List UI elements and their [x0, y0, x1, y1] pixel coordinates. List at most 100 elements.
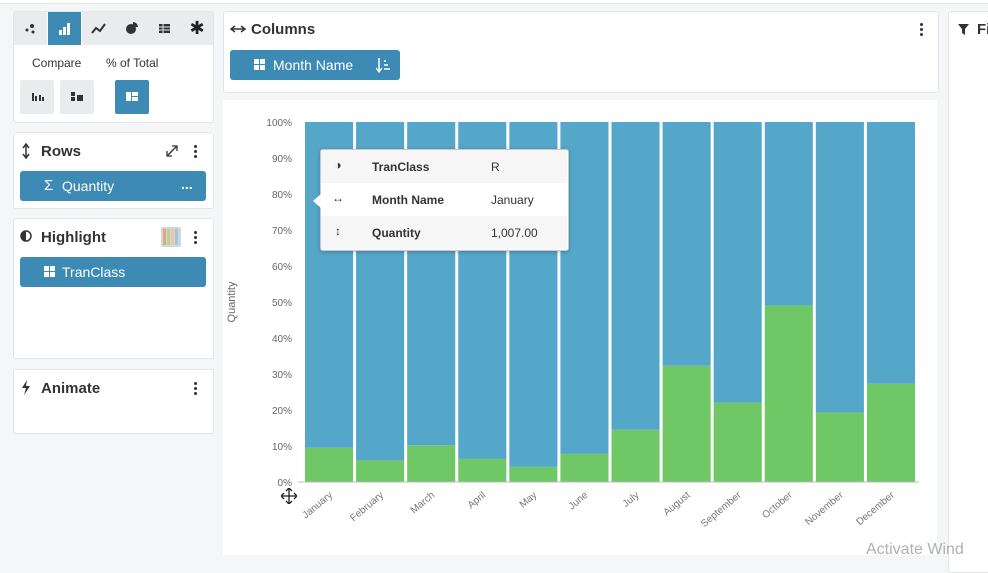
grid-icon [254, 59, 265, 70]
grouped-bars-button[interactable] [20, 80, 54, 114]
rows-menu-icon[interactable] [194, 145, 198, 159]
chart-type-panel: ✱ Compare % of Total [13, 11, 214, 123]
columns-menu-icon[interactable] [920, 23, 924, 37]
activate-windows-watermark: Activate Wind [866, 541, 964, 558]
animate-title: Animate [41, 380, 101, 397]
tranclass-pill-label: TranClass [62, 264, 126, 280]
tooltip-row-tranclass: ◑ TranClass R [321, 150, 567, 183]
top-border [0, 0, 988, 4]
rows-panel: Rows Σ Quantity ... [13, 132, 214, 209]
bar-segment [458, 458, 507, 482]
filters-title: Fi [977, 21, 988, 38]
y-tick-label: 30% [272, 370, 292, 381]
grid-icon [44, 266, 55, 277]
bar-segment [509, 466, 558, 482]
sort-ascending-icon[interactable] [376, 57, 390, 73]
animate-menu-icon[interactable] [194, 382, 198, 396]
bar-segment [866, 383, 915, 482]
half-circle-icon: ◑ [334, 158, 342, 172]
bar-segment [407, 445, 456, 482]
columns-title: Columns [251, 21, 316, 38]
y-tick-label: 60% [272, 262, 292, 273]
horizontal-arrows-icon [230, 25, 246, 33]
horizontal-arrows-icon: ↔ [332, 191, 344, 205]
rows-title: Rows [41, 143, 82, 160]
animate-panel: Animate [13, 369, 214, 434]
month-name-pill-label: Month Name [273, 57, 354, 73]
bar-segment [815, 412, 864, 482]
tooltip-row-quantity: ↕ Quantity 1,007.00 [321, 216, 567, 249]
x-tick-label: December [854, 489, 897, 528]
tooltip-key: TranClass [372, 160, 430, 174]
tooltip: ◑ TranClass R ↔ Month Name January ↕ Qua… [313, 149, 569, 251]
more-chart-types-button[interactable]: ✱ [181, 12, 213, 45]
x-tick-label: October [760, 489, 795, 521]
y-tick-label: 70% [272, 226, 292, 237]
columns-panel: Columns Month Name [223, 11, 939, 93]
lightning-icon [22, 380, 30, 395]
filter-icon [958, 24, 969, 35]
tooltip-row-month: ↔ Month Name January [321, 183, 567, 216]
bar-segment [356, 460, 405, 482]
tooltip-value: 1,007.00 [491, 226, 538, 240]
bar-segment [764, 122, 813, 306]
color-palette-icon[interactable] [161, 227, 181, 247]
percent-of-total-label: % of Total [106, 56, 159, 70]
y-tick-label: 0% [278, 478, 293, 489]
vertical-arrows-icon [22, 143, 30, 159]
grouped-bars-icon [32, 93, 44, 101]
y-tick-label: 10% [272, 442, 292, 453]
filters-panel: Fi [948, 11, 988, 573]
stacked-bars-button[interactable] [60, 80, 94, 114]
line-chart-button[interactable] [82, 12, 115, 45]
scatter-chart-button[interactable] [14, 12, 47, 45]
bar-segment [764, 305, 813, 482]
bar-chart-button[interactable] [48, 12, 81, 45]
bar-segment [560, 453, 609, 482]
compare-label: Compare [32, 56, 82, 70]
quantity-pill-label: Quantity [62, 178, 115, 194]
x-tick-label: April [466, 490, 488, 511]
pie-chart-icon [126, 22, 138, 34]
table-chart-button[interactable] [148, 12, 181, 45]
tooltip-value: January [491, 193, 534, 207]
highlight-title: Highlight [41, 229, 106, 246]
bar-segment [305, 447, 354, 482]
move-icon[interactable] [281, 488, 297, 504]
pill-more-icon[interactable]: ... [181, 176, 193, 192]
bar-segment [662, 365, 711, 482]
highlight-menu-icon[interactable] [194, 231, 198, 245]
expand-icon[interactable] [165, 144, 179, 158]
x-tick-label: August [662, 490, 693, 519]
quantity-pill[interactable]: Σ Quantity ... [20, 171, 206, 201]
y-axis-label: Quantity [226, 281, 238, 322]
tooltip-key: Month Name [372, 193, 444, 207]
y-tick-label: 90% [272, 154, 292, 165]
bar-segment [815, 122, 864, 413]
pie-chart-button[interactable] [115, 12, 148, 45]
month-name-pill[interactable]: Month Name [230, 50, 400, 80]
x-tick-label: May [518, 490, 540, 511]
bar-segment [611, 429, 660, 482]
y-tick-label: 40% [272, 334, 292, 345]
bar-chart-icon [59, 23, 70, 35]
highlight-panel: Highlight TranClass [13, 218, 214, 359]
tooltip-key: Quantity [372, 226, 421, 240]
x-tick-label: January [301, 490, 335, 521]
bar-segment [713, 402, 762, 482]
stacked-bars-icon [71, 92, 83, 101]
table-icon [159, 24, 170, 33]
bar-segment [713, 122, 762, 403]
x-tick-label: June [567, 490, 591, 513]
y-tick-label: 100% [266, 118, 292, 129]
x-tick-label: November [803, 489, 846, 528]
y-tick-label: 80% [272, 190, 292, 201]
svg-text:✱: ✱ [189, 18, 204, 39]
half-circle-icon [20, 230, 32, 242]
x-tick-label: February [348, 490, 386, 524]
line-chart-icon [91, 23, 106, 34]
tranclass-pill[interactable]: TranClass [20, 257, 206, 287]
percent-stacked-icon [126, 92, 138, 101]
bar-segment [611, 122, 660, 430]
percent-stacked-bars-button[interactable] [115, 80, 149, 114]
